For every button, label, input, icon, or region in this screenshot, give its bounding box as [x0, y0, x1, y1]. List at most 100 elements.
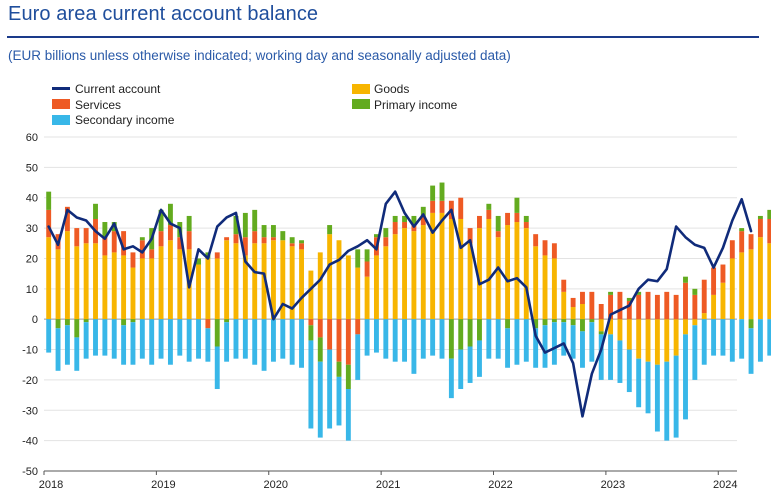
bar-goods — [757, 237, 763, 320]
bar-goods — [196, 264, 201, 320]
bar-goods — [580, 304, 585, 320]
bar-goods — [261, 243, 267, 320]
bar-services — [224, 237, 230, 241]
bar-services — [261, 237, 267, 244]
bar-secondary-income — [392, 319, 398, 362]
bar-primary-income — [561, 319, 567, 323]
bar-secondary-income — [224, 322, 230, 362]
bar-services — [486, 209, 492, 219]
bar-services — [252, 231, 258, 244]
bar-goods — [224, 240, 230, 320]
bar-services — [523, 222, 529, 229]
gridlines — [44, 136, 737, 472]
bar-services — [83, 228, 89, 244]
bar-secondary-income — [289, 319, 295, 365]
bar-services — [757, 218, 763, 238]
bar-services — [533, 234, 539, 247]
x-tick-label: 2021 — [376, 479, 400, 491]
bar-goods — [74, 246, 80, 320]
bar-services — [233, 234, 239, 244]
bar-secondary-income — [345, 389, 351, 441]
legend: Current account Services Secondary incom… — [52, 82, 458, 127]
bar-secondary-income — [111, 319, 117, 359]
bar-primary-income — [299, 240, 304, 244]
bar-services — [270, 237, 276, 241]
bar-goods — [55, 249, 61, 320]
bar-secondary-income — [167, 319, 173, 365]
bar-primary-income — [93, 203, 98, 219]
bar-primary-income — [420, 206, 426, 216]
bar-goods — [626, 319, 632, 350]
bar-secondary-income — [701, 319, 707, 365]
bar-goods — [355, 267, 361, 320]
bar-goods — [551, 258, 557, 320]
chart-title: Euro area current account balance — [8, 3, 319, 25]
y-tick-label: 50 — [26, 162, 38, 174]
bar-primary-income — [374, 234, 379, 238]
bar-primary-income — [242, 212, 248, 238]
bar-goods — [505, 225, 511, 320]
bar-primary-income — [430, 185, 436, 201]
bar-primary-income — [102, 222, 108, 238]
legend-swatch-primary-income — [352, 99, 370, 109]
bar-secondary-income — [196, 319, 201, 359]
y-tick-label: -20 — [22, 375, 38, 387]
bar-secondary-income — [233, 319, 239, 359]
bar-primary-income — [533, 319, 539, 329]
legend-swatch-services — [52, 99, 70, 109]
bar-goods — [645, 319, 651, 362]
bar-services — [505, 212, 511, 226]
bar-goods — [158, 246, 164, 320]
bar-secondary-income — [308, 340, 314, 429]
bar-services — [430, 200, 436, 213]
legend-label-services: Services — [75, 98, 121, 112]
bar-services — [551, 243, 557, 259]
bar-services — [692, 294, 698, 320]
bar-primary-income — [411, 215, 417, 226]
bar-services — [336, 319, 342, 362]
bar-goods — [374, 255, 379, 320]
bar-primary-income — [55, 319, 61, 329]
bar-primary-income — [327, 225, 333, 235]
bar-services — [664, 291, 670, 320]
bar-goods — [598, 319, 604, 332]
bar-secondary-income — [486, 319, 492, 359]
bar-secondary-income — [158, 319, 164, 359]
bar-goods — [299, 249, 304, 320]
bar-primary-income — [589, 319, 595, 323]
bar-primary-income — [402, 215, 407, 223]
bar-primary-income — [739, 228, 745, 232]
bar-secondary-income — [477, 340, 482, 377]
bar-primary-income — [280, 231, 286, 241]
bar-services — [139, 240, 145, 259]
x-tick-label: 2023 — [601, 479, 625, 491]
bar-secondary-income — [729, 319, 735, 362]
bar-services — [673, 294, 679, 320]
bar-services — [308, 319, 314, 326]
bar-services — [589, 291, 595, 320]
bar-primary-income — [551, 319, 557, 323]
bar-secondary-income — [692, 325, 698, 380]
bar-secondary-income — [46, 319, 52, 353]
bar-goods — [654, 319, 660, 365]
y-tick-label: 20 — [26, 253, 38, 265]
bar-services — [130, 252, 136, 268]
bar-goods — [214, 258, 220, 320]
title-rule — [7, 36, 759, 38]
bar-secondary-income — [514, 319, 520, 365]
bar-secondary-income — [542, 325, 548, 368]
bar-services — [102, 237, 108, 256]
bar-primary-income — [336, 361, 342, 377]
bar-primary-income — [214, 319, 220, 347]
bar-services — [495, 231, 501, 238]
bar-primary-income — [392, 215, 398, 223]
bar-goods — [149, 258, 155, 320]
bar-secondary-income — [654, 364, 660, 432]
bar-secondary-income — [505, 328, 511, 368]
bar-secondary-income — [74, 337, 80, 371]
bar-goods — [636, 319, 642, 359]
bar-services — [186, 231, 192, 250]
legend-label-current-account: Current account — [75, 82, 161, 96]
bar-primary-income — [448, 319, 454, 359]
bar-goods — [458, 218, 464, 320]
